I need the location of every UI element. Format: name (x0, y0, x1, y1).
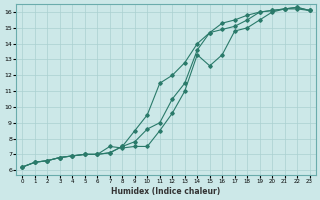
X-axis label: Humidex (Indice chaleur): Humidex (Indice chaleur) (111, 187, 221, 196)
